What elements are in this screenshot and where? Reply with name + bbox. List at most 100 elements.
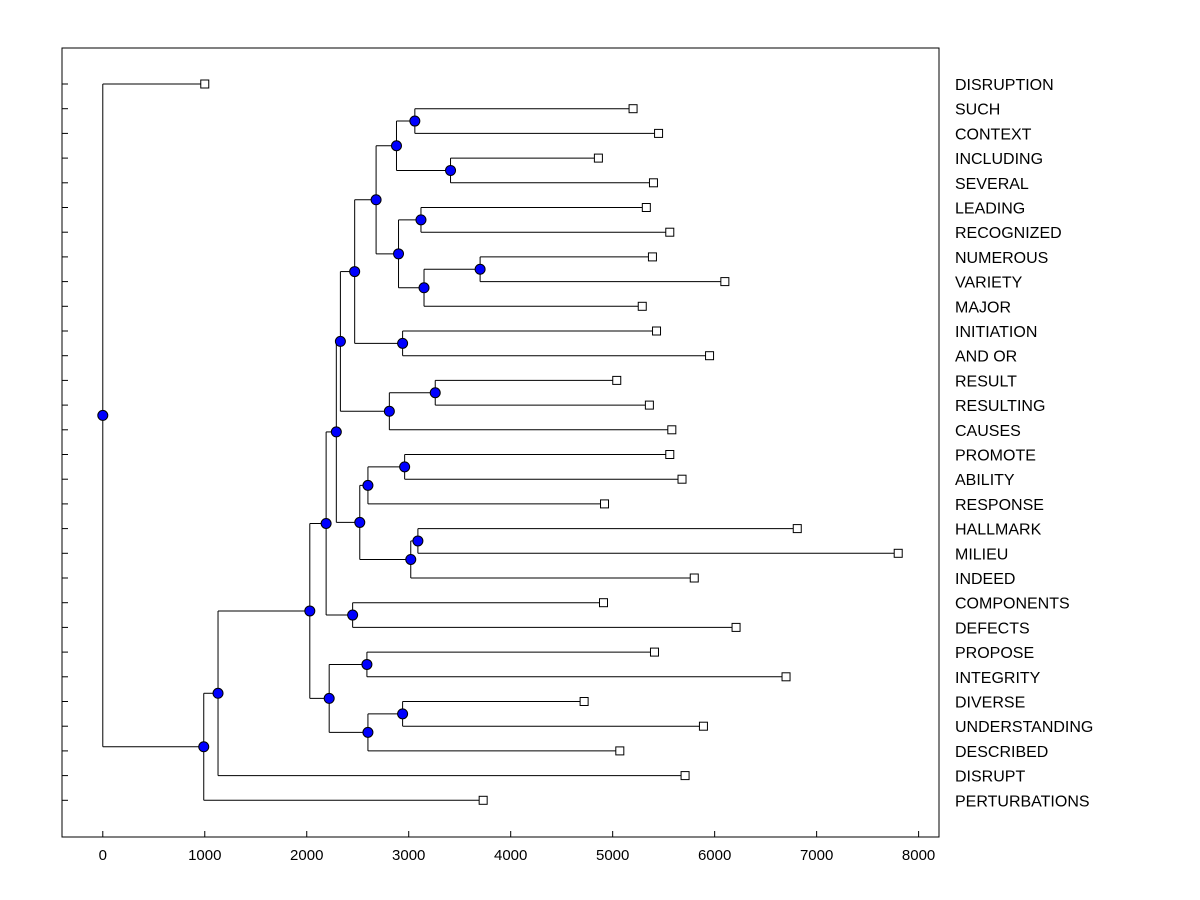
x-tick-label: 0 [99,847,107,864]
x-tick-label: 3000 [392,847,425,864]
leaf-marker [705,351,715,361]
leaf-label: RECOGNIZED [955,225,1062,242]
leaf-marker [641,203,651,212]
leaf-label: CAUSES [955,423,1021,440]
merge-node-marker [397,337,409,349]
leaf-label: MAJOR [955,299,1011,316]
leaf-label: DIVERSE [955,695,1025,712]
leaf-marker [615,746,625,756]
x-tick-label: 1000 [188,847,221,864]
merge-node-marker [390,140,402,152]
leaf-label: LEADING [955,201,1025,218]
axis-ticks [62,83,920,837]
leaf-label: INITIATION [955,324,1037,341]
leaf-marker [652,326,662,336]
leaf-label: PROPOSE [955,645,1034,662]
leaf-label: DISRUPT [955,769,1025,786]
leaf-marker [677,474,687,484]
leaf-marker [647,252,657,262]
merge-node-marker [212,687,224,699]
leaf-label: PERTURBATIONS [955,793,1090,810]
merge-node-marker [405,553,417,565]
leaf-label: INCLUDING [955,151,1043,168]
x-tick-label: 8000 [902,847,935,864]
leaf-label: INTEGRITY [955,670,1041,687]
merge-node-marker [198,741,210,753]
merge-node-marker [304,605,316,617]
leaf-label: UNDERSTANDING [955,719,1093,736]
leaf-marker [600,499,610,509]
leaf-marker [731,622,741,632]
leaf-label: DISRUPTION [955,77,1054,94]
merge-node-marker [97,409,109,421]
leaf-marker [200,79,210,89]
leaf-marker [644,400,654,410]
leaf-label: DEFECTS [955,620,1030,637]
merge-node-marker [362,479,374,491]
merge-node-marker [330,426,342,438]
leaf-marker [649,647,659,657]
leaf-marker [579,697,589,706]
plot-frame [61,47,940,838]
leaf-label: SUCH [955,102,1000,119]
leaf-marker [628,104,638,114]
merge-node-marker [361,658,373,670]
x-tick-label: 2000 [290,847,323,864]
leaf-marker [612,375,622,385]
leaf-marker [665,227,675,237]
merge-node-marker [320,517,332,529]
leaf-label: RESPONSE [955,497,1044,514]
leaf-marker [698,721,708,731]
leaf-label: AND OR [955,349,1017,366]
leaf-marker [478,795,488,805]
merge-node-marker [347,609,359,621]
merge-node-marker [474,263,486,275]
merge-node-marker [418,282,430,294]
x-tick-label: 5000 [596,847,629,864]
leaf-marker [593,153,603,163]
x-tick-label: 7000 [800,847,833,864]
leaf-marker [654,128,664,138]
leaf-label: CONTEXT [955,126,1032,143]
merge-node-marker [399,461,411,473]
x-tick-label: 6000 [698,847,731,864]
markers [97,79,903,805]
merge-node-marker [349,266,361,278]
leaf-label: VARIETY [955,275,1023,292]
merge-node-marker [397,708,409,720]
leaf-label: MILIEU [955,546,1008,563]
leaf-label: COMPONENTS [955,596,1070,613]
merge-node-marker [409,115,421,127]
leaf-marker [648,178,658,188]
leaf-label: NUMEROUS [955,250,1048,267]
labels: 0 1000 2000 3000 4000 5000 6000 7000 8000 DISRUPT… [99,77,1094,864]
leaf-marker [792,524,802,534]
leaf-marker [598,598,608,608]
leaf-marker [781,672,791,682]
x-tick-label: 4000 [494,847,527,864]
leaf-label: PROMOTE [955,448,1036,465]
merge-node-marker [393,248,405,260]
merge-node-marker [415,214,427,226]
leaf-marker [893,548,903,558]
leaf-label: ABILITY [955,472,1015,489]
leaf-label: DESCRIBED [955,744,1048,761]
leaf-marker [667,425,677,435]
merge-node-marker [429,387,441,399]
leaf-marker [680,771,690,781]
leaf-label: RESULTING [955,398,1045,415]
merge-node-marker [383,405,395,417]
leaf-marker [665,450,675,459]
leaf-marker [720,277,730,287]
merge-node-marker [354,516,366,528]
merge-node-marker [362,726,374,738]
merge-node-marker [412,535,424,547]
leaf-label: HALLMARK [955,522,1042,539]
merge-node-marker [323,692,335,704]
leaf-marker [689,573,699,583]
merge-node-marker [370,194,382,206]
leaf-label: SEVERAL [955,176,1029,193]
leaf-label: RESULT [955,373,1017,390]
merge-node-marker [334,335,346,347]
